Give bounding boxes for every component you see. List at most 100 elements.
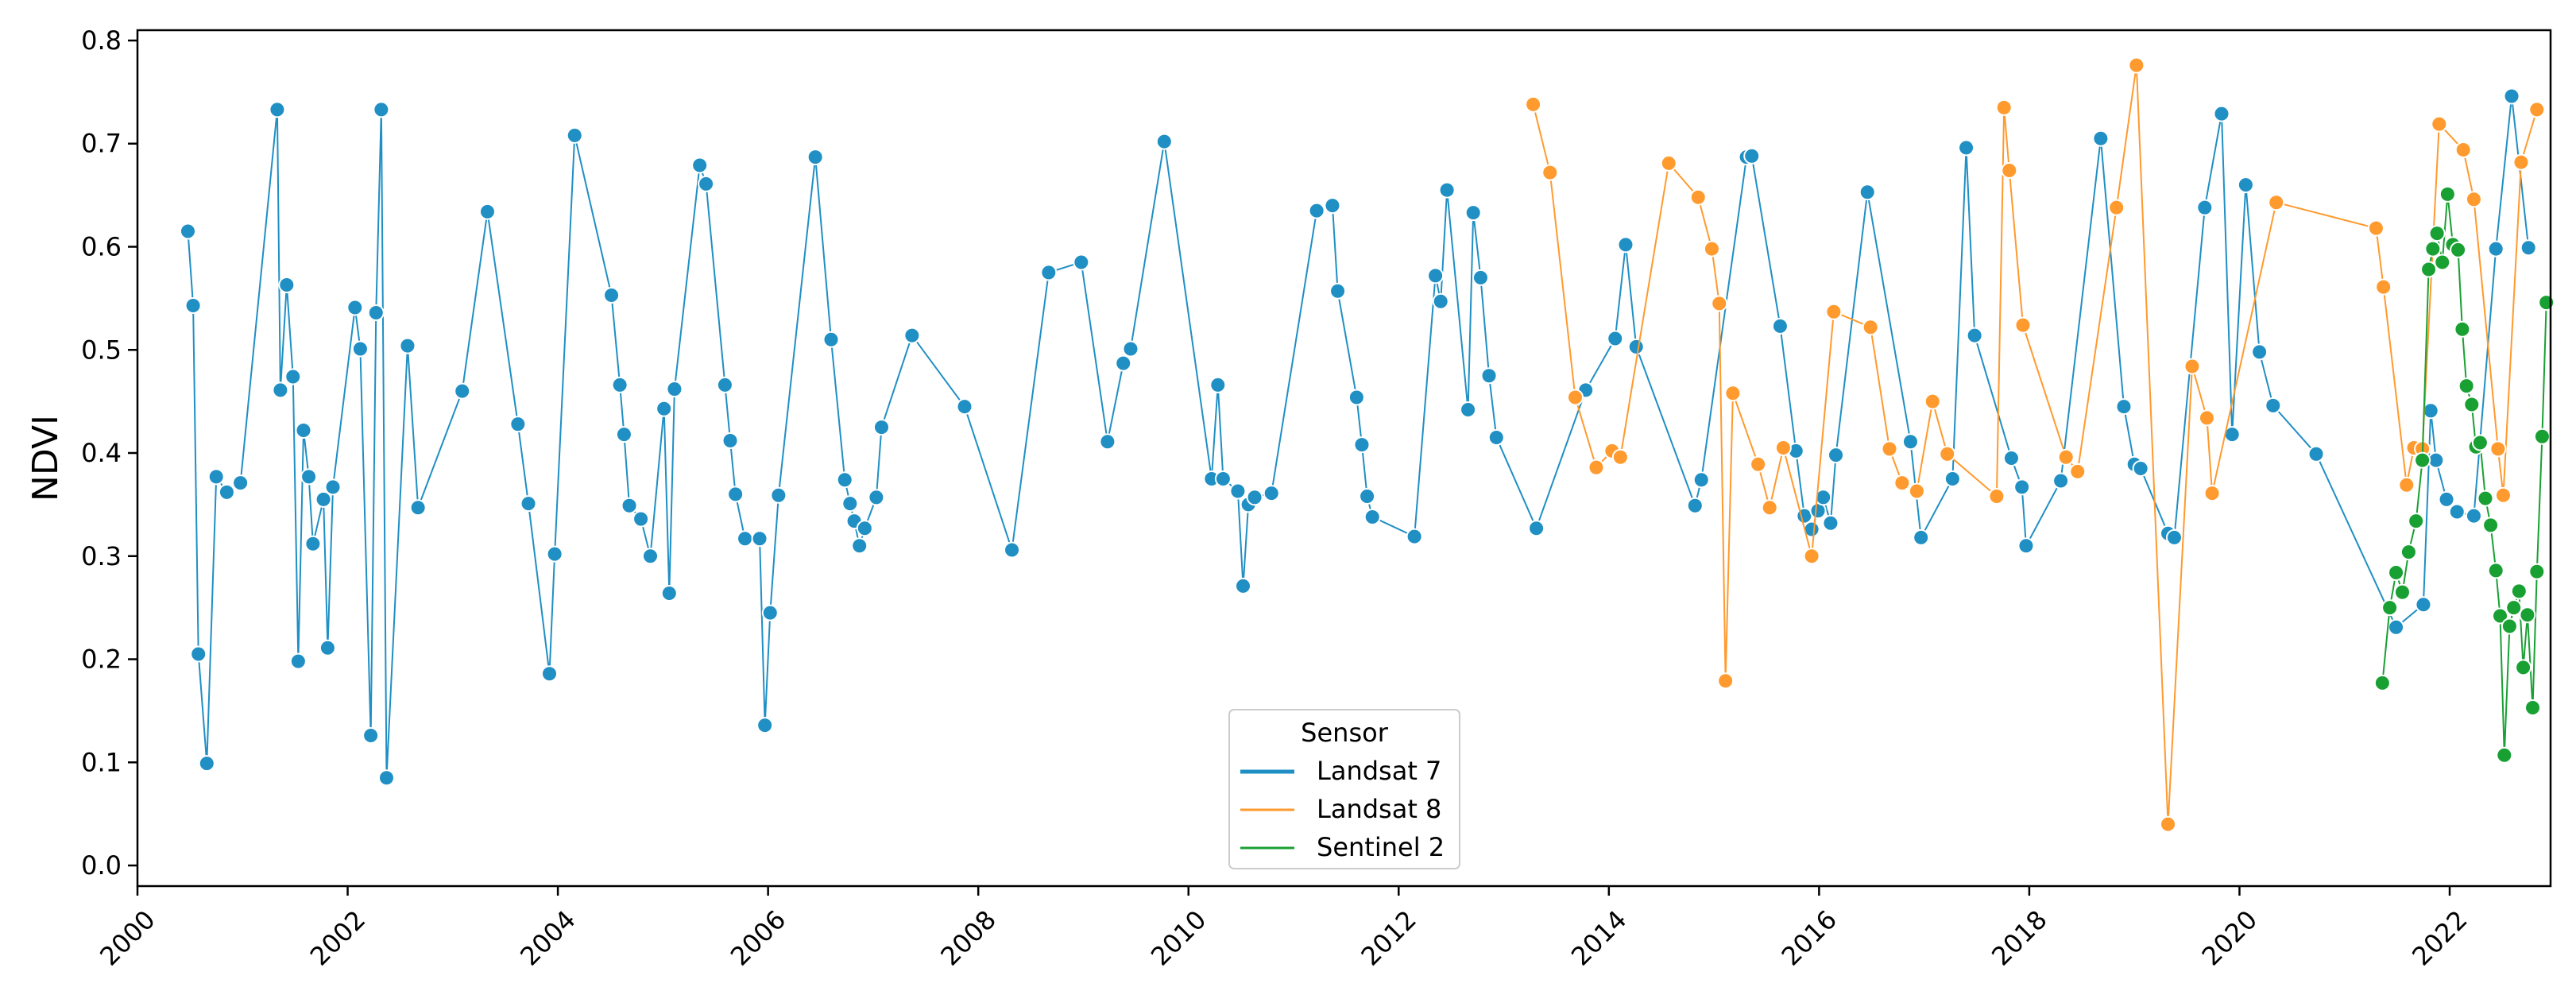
data-point: [756, 717, 774, 734]
data-point: [2388, 618, 2405, 636]
data-point: [806, 149, 824, 166]
data-point: [2013, 478, 2031, 496]
data-point: [1363, 508, 1381, 525]
data-point: [1724, 385, 1742, 402]
data-point: [2268, 194, 2285, 211]
data-point: [2496, 746, 2513, 764]
y-tick-label: 0.4: [81, 438, 122, 468]
data-point: [295, 421, 312, 439]
data-point: [1703, 240, 1720, 257]
data-point: [1717, 672, 1735, 690]
data-point: [207, 468, 225, 486]
data-point: [2434, 254, 2451, 271]
y-tick-label: 0.2: [81, 645, 122, 675]
data-point: [1229, 482, 1247, 500]
y-tick-label: 0.8: [81, 25, 122, 56]
data-point: [2057, 448, 2075, 466]
data-point: [1487, 429, 1505, 447]
data-point: [1567, 389, 1584, 406]
y-tick-label: 0.6: [81, 231, 122, 261]
data-point: [1359, 488, 1376, 505]
data-point: [2463, 396, 2481, 413]
data-point: [399, 337, 416, 354]
data-point: [2533, 428, 2551, 445]
data-point: [2002, 450, 2020, 466]
data-point: [841, 495, 859, 513]
data-point: [1828, 447, 1845, 464]
data-point: [727, 486, 745, 503]
data-point: [2438, 490, 2455, 508]
data-point: [300, 468, 318, 486]
data-point: [2393, 583, 2411, 601]
data-point: [1464, 204, 1482, 222]
data-point: [2528, 101, 2546, 118]
data-point: [1966, 327, 1983, 344]
data-point: [721, 432, 739, 449]
data-point: [770, 486, 787, 504]
data-point: [666, 381, 683, 398]
data-point: [2503, 87, 2520, 105]
data-point: [1689, 188, 1707, 206]
data-point: [2398, 476, 2415, 494]
data-point: [546, 545, 563, 563]
data-point: [1660, 154, 1677, 172]
data-point: [621, 497, 638, 514]
data-point: [2420, 261, 2438, 278]
legend-items: Landsat 7 Landsat 8 Sentinel 2: [1240, 756, 1445, 862]
data-point: [198, 755, 215, 772]
data-point: [2524, 699, 2542, 717]
data-point: [2487, 562, 2504, 579]
data-point: [454, 382, 471, 400]
data-point: [2427, 451, 2445, 469]
data-point: [1901, 433, 1919, 451]
series-line: [187, 95, 2530, 778]
data-point: [1235, 577, 1252, 594]
data-point: [2251, 343, 2269, 361]
data-point: [278, 277, 296, 294]
data-point: [1460, 401, 1477, 419]
data-point: [1099, 433, 1116, 451]
data-point: [1525, 95, 1542, 113]
data-point: [1692, 471, 1710, 489]
data-point: [2439, 185, 2456, 203]
data-point: [1480, 367, 1498, 385]
data-point: [1263, 485, 1280, 502]
data-point: [351, 340, 369, 358]
data-point: [324, 478, 342, 496]
data-point: [751, 530, 768, 548]
data-point: [1761, 499, 1778, 517]
plot-frame: [136, 29, 2552, 888]
legend-title: Sensor: [1301, 718, 1389, 748]
data-point: [2237, 176, 2254, 194]
data-point: [184, 296, 202, 314]
data-point: [2448, 503, 2466, 521]
data-point: [2482, 517, 2500, 534]
data-point: [2458, 377, 2475, 395]
data-point: [822, 331, 840, 348]
data-point: [2431, 115, 2448, 133]
data-point: [2017, 537, 2035, 555]
data-point: [2512, 153, 2530, 171]
series-layer: [179, 56, 2555, 833]
data-point: [2265, 397, 2282, 414]
data-point: [2128, 56, 2145, 74]
data-point: [2510, 583, 2528, 600]
y-tick-label: 0.5: [81, 335, 122, 365]
data-point: [2408, 513, 2425, 530]
data-point: [1324, 197, 1341, 215]
data-point: [2450, 241, 2467, 258]
data-point: [1988, 488, 2005, 505]
data-point: [615, 426, 632, 443]
data-point: [2428, 225, 2446, 242]
data-point: [2515, 659, 2532, 676]
data-point: [2213, 105, 2230, 122]
data-point: [2183, 358, 2201, 375]
data-point: [1617, 236, 1634, 254]
data-point: [315, 490, 332, 508]
data-point: [1329, 282, 1347, 300]
data-point: [2492, 607, 2509, 625]
data-point: [1686, 497, 1704, 514]
data-point: [632, 510, 650, 528]
data-point: [179, 223, 196, 240]
data-point: [1825, 303, 1843, 320]
